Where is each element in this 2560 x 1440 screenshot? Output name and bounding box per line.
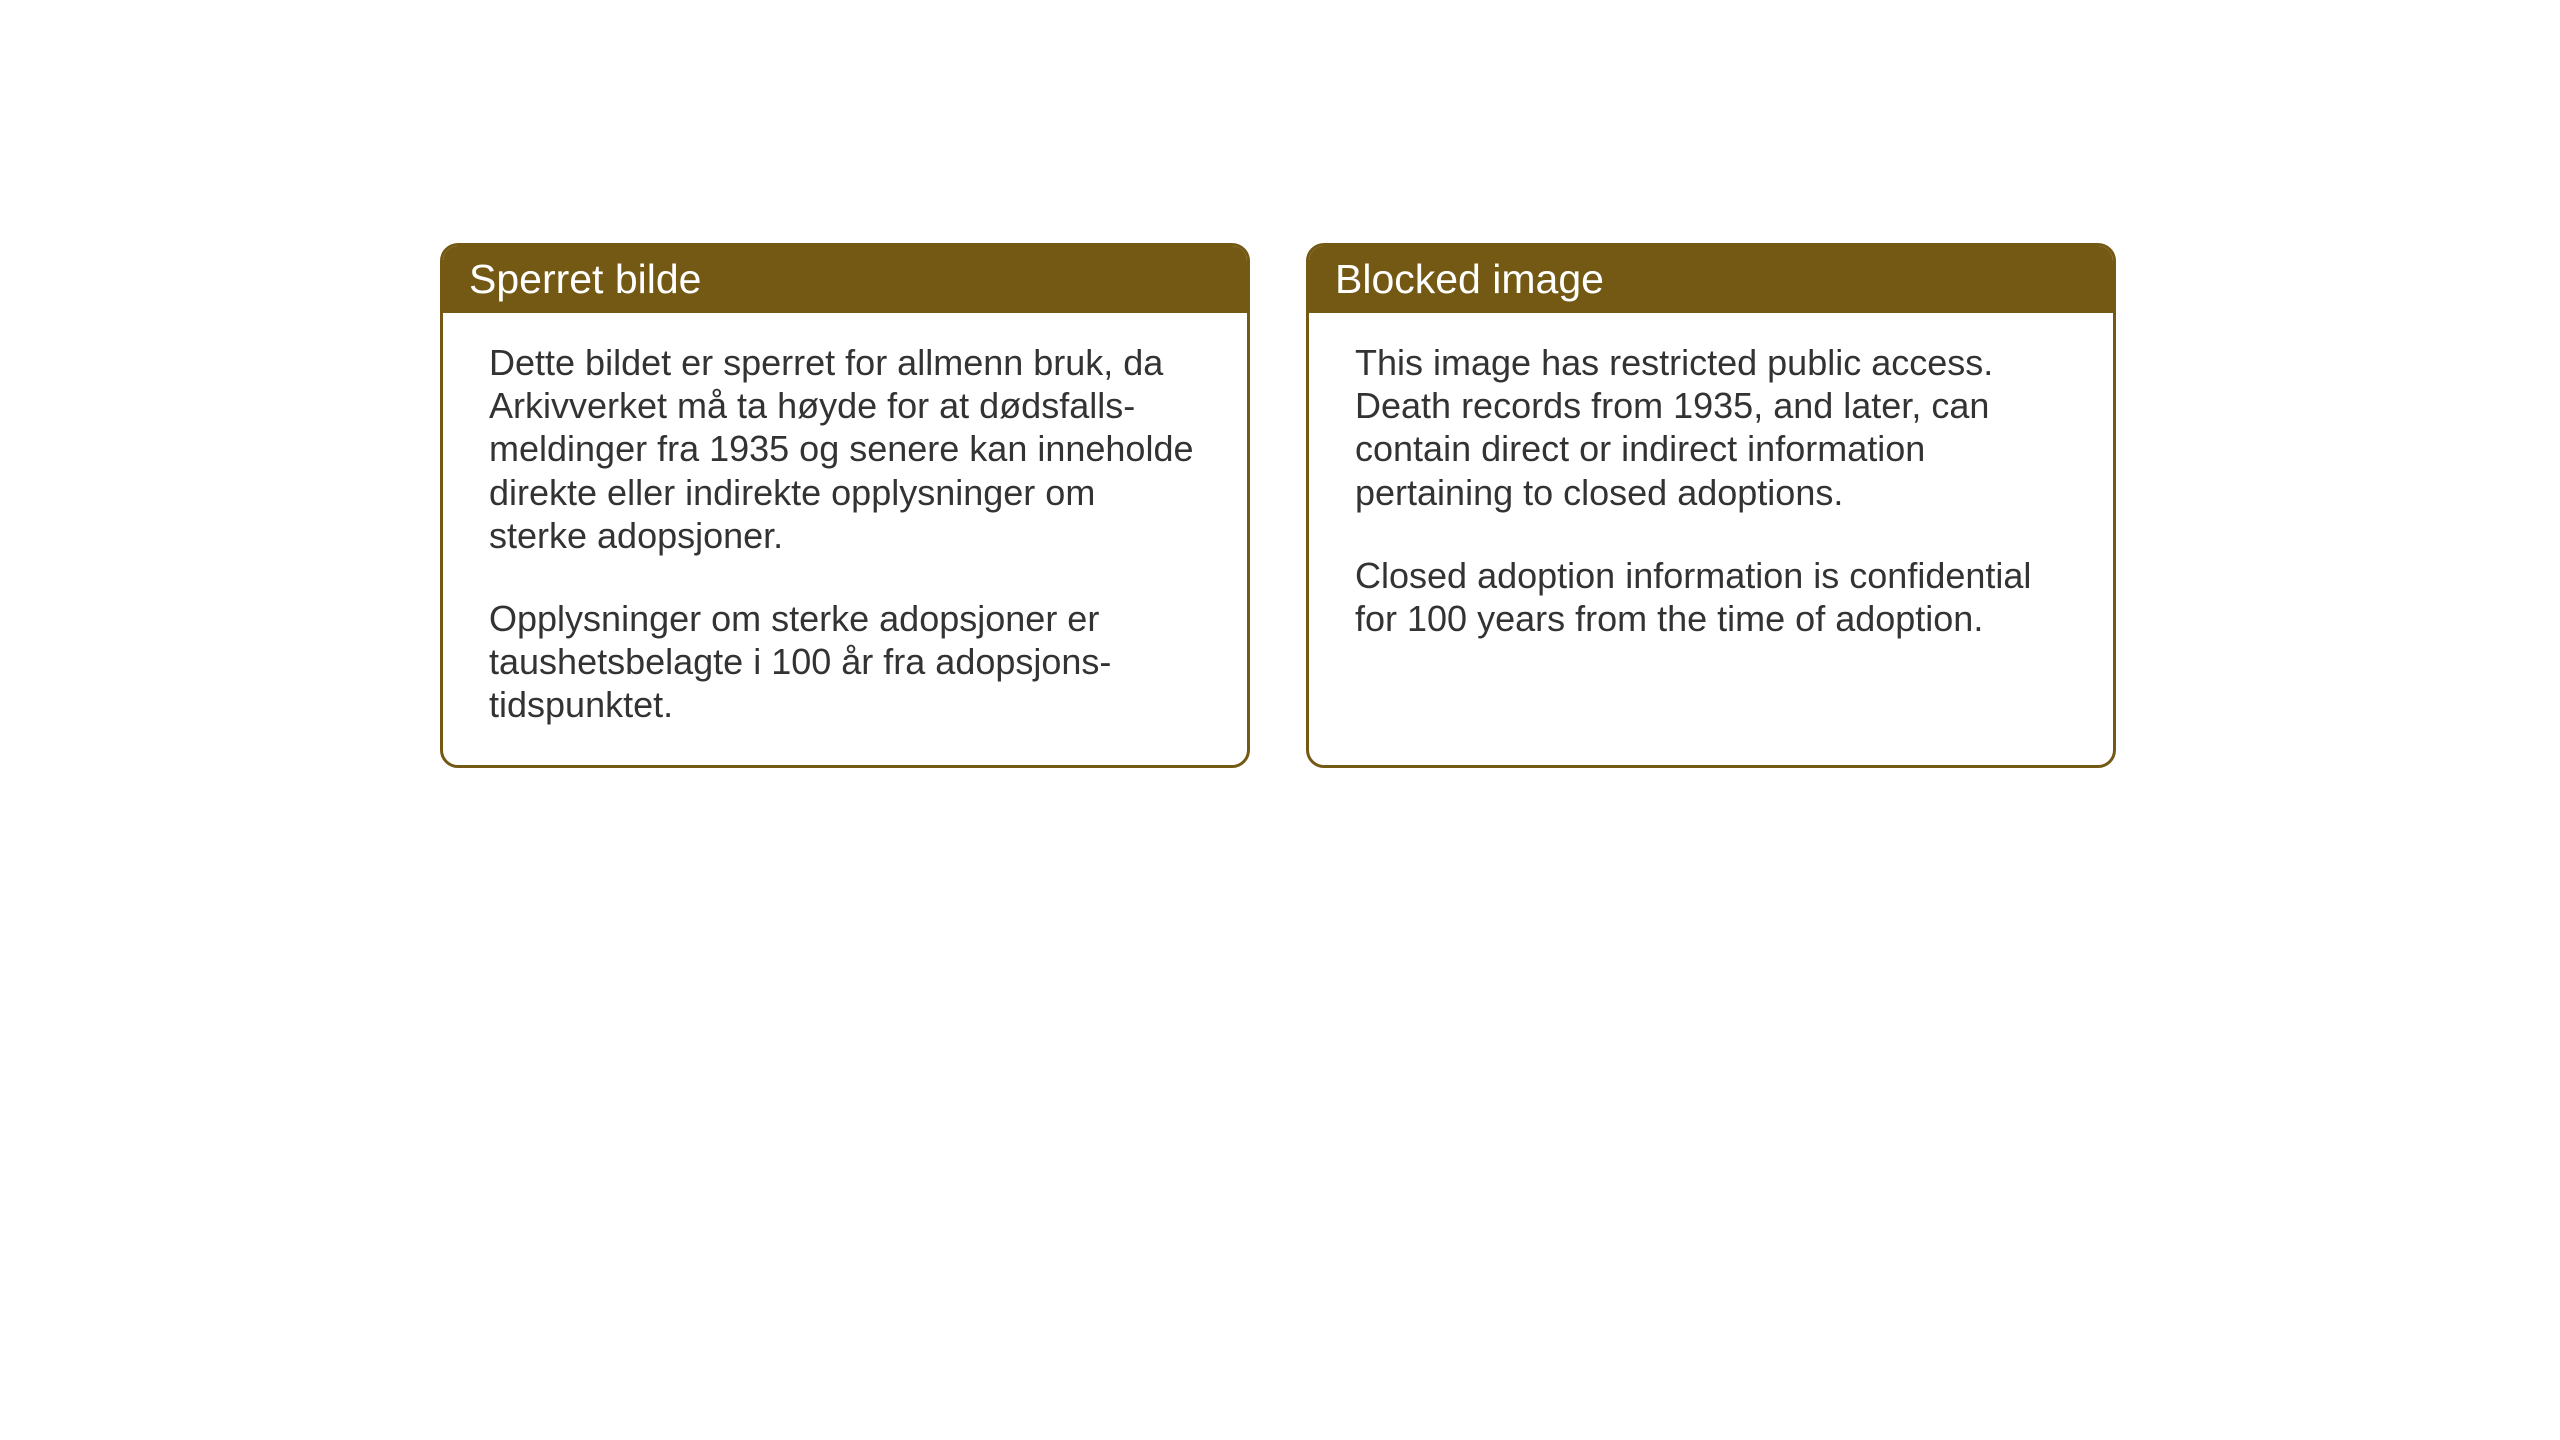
panel-norwegian-paragraph1: Dette bildet er sperret for allmenn bruk…: [489, 341, 1201, 557]
panel-english-header: Blocked image: [1309, 246, 2113, 313]
panels-container: Sperret bilde Dette bildet er sperret fo…: [440, 243, 2116, 768]
panel-norwegian-body: Dette bildet er sperret for allmenn bruk…: [443, 313, 1247, 765]
panel-english-paragraph2: Closed adoption information is confident…: [1355, 554, 2067, 640]
panel-english-title: Blocked image: [1335, 256, 1604, 302]
panel-english-body: This image has restricted public access.…: [1309, 313, 2113, 730]
panel-english-paragraph1: This image has restricted public access.…: [1355, 341, 2067, 514]
panel-norwegian: Sperret bilde Dette bildet er sperret fo…: [440, 243, 1250, 768]
panel-english: Blocked image This image has restricted …: [1306, 243, 2116, 768]
panel-norwegian-paragraph2: Opplysninger om sterke adopsjoner er tau…: [489, 597, 1201, 727]
panel-norwegian-title: Sperret bilde: [469, 256, 701, 302]
panel-norwegian-header: Sperret bilde: [443, 246, 1247, 313]
